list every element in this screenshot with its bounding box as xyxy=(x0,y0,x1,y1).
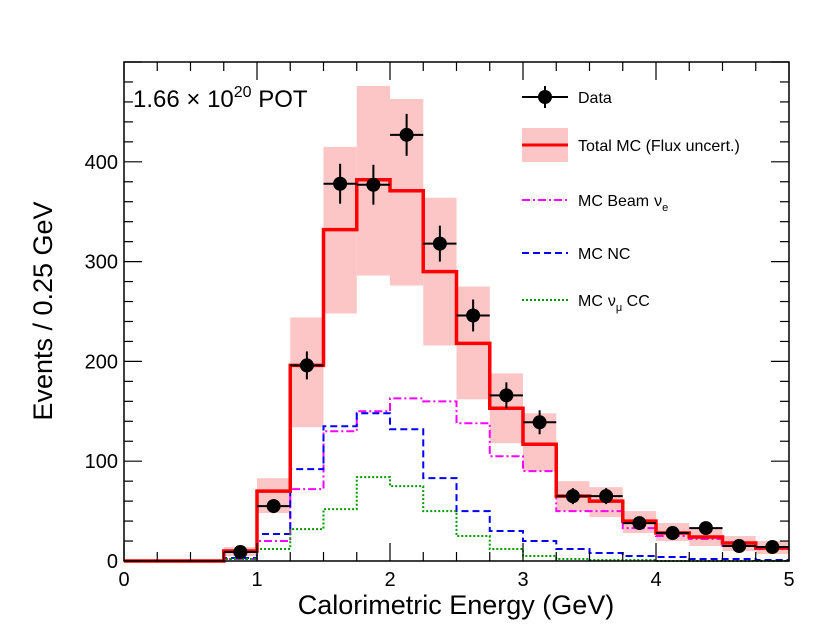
data-point xyxy=(323,163,357,204)
legend-mc-numu-symbol: ν xyxy=(608,293,616,310)
legend-mc-numu-sub: μ xyxy=(616,302,622,314)
data-point xyxy=(556,488,590,505)
data-marker xyxy=(499,388,514,403)
y-tick-label: 300 xyxy=(85,252,118,274)
legend-label-mc-numu: MC νμ CC xyxy=(578,293,650,314)
x-tick-label: 2 xyxy=(384,569,395,591)
x-tick-label: 1 xyxy=(251,569,262,591)
pot-annotation-prefix: 1.66 × 10 xyxy=(133,86,234,113)
data-marker xyxy=(399,127,414,142)
legend-label-data: Data xyxy=(578,90,612,107)
data-marker xyxy=(299,358,314,373)
data-marker xyxy=(665,526,680,541)
data-marker xyxy=(333,176,348,191)
data-point xyxy=(689,521,723,536)
data-point xyxy=(390,113,424,156)
data-point xyxy=(489,382,523,409)
data-marker xyxy=(732,539,747,554)
data-marker xyxy=(366,177,381,192)
data-point xyxy=(722,539,756,554)
tick-labels: 0 1 2 3 4 5 0 100 200 300 400 xyxy=(85,152,795,591)
y-tick-label: 200 xyxy=(85,351,118,373)
y-tick-label: 100 xyxy=(85,451,118,473)
data-marker xyxy=(698,521,713,536)
data-marker xyxy=(466,308,481,323)
data-points-layer xyxy=(223,113,789,560)
data-point xyxy=(622,516,656,531)
y-axis-title: Events / 0.25 GeV xyxy=(28,201,58,420)
data-point xyxy=(656,526,690,541)
pot-annotation-suffix: POT xyxy=(252,86,308,113)
pot-annotation-exponent: 20 xyxy=(234,84,252,101)
data-marker xyxy=(599,489,614,504)
data-marker xyxy=(266,499,281,514)
data-point xyxy=(523,410,557,435)
data-point xyxy=(755,540,789,555)
data-point xyxy=(356,164,390,205)
y-tick-label: 400 xyxy=(85,152,118,174)
data-marker xyxy=(565,489,580,504)
x-tick-label: 3 xyxy=(517,569,528,591)
data-marker xyxy=(765,540,780,555)
flux-uncertainty-band-layer xyxy=(223,85,789,557)
data-point xyxy=(257,499,291,514)
legend-mc-beam-sub: e xyxy=(662,202,668,214)
legend-label-mc-beam: MC Beam νe xyxy=(578,193,668,214)
x-tick-label: 0 xyxy=(118,569,129,591)
x-tick-label: 4 xyxy=(650,569,661,591)
x-tick-label: 5 xyxy=(783,569,794,591)
pot-annotation: 1.66 × 1020 POT xyxy=(133,84,308,113)
axis-ticks xyxy=(123,61,790,562)
data-point xyxy=(290,351,324,380)
legend: Data Total MC (Flux uncert.) MC Beam νe M… xyxy=(522,86,740,314)
legend-mc-numu-name: MC xyxy=(578,293,603,310)
data-marker xyxy=(233,545,248,560)
legend-label-total-mc: Total MC (Flux uncert.) xyxy=(578,138,740,155)
data-point xyxy=(423,225,457,262)
data-marker xyxy=(632,516,647,531)
mc-numu-cc-histogram xyxy=(124,476,789,562)
data-point xyxy=(223,545,257,560)
data-point xyxy=(456,299,490,332)
x-axis-title: Calorimetric Energy (GeV) xyxy=(298,590,615,620)
data-point xyxy=(589,488,623,505)
y-tick-label: 0 xyxy=(107,551,118,573)
legend-mc-beam-name: MC Beam xyxy=(578,193,649,210)
legend-mc-beam-symbol: ν xyxy=(654,193,662,210)
data-marker xyxy=(532,415,547,430)
data-marker xyxy=(432,236,447,251)
legend-data-marker xyxy=(538,90,552,104)
legend-mc-numu-suffix: CC xyxy=(622,293,650,310)
legend-label-mc-nc: MC NC xyxy=(578,246,630,263)
